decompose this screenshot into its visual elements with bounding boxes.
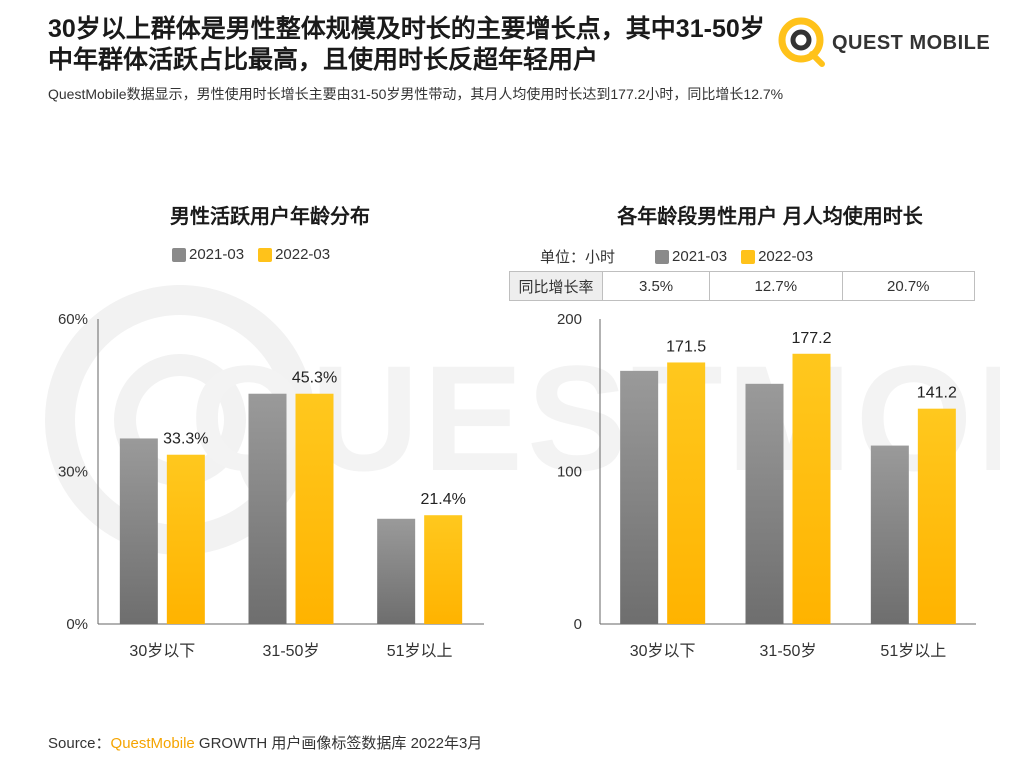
bar-2021-03 <box>620 370 659 624</box>
legend-swatch-gold <box>741 249 756 264</box>
source-brand: QuestMobile <box>110 735 195 752</box>
yoy-value-under-30: 3.5% <box>601 271 711 301</box>
right-chart-legend: 单位：小时 2021-03 2022-03 <box>540 246 827 267</box>
data-label: 33.3% <box>163 431 208 448</box>
legend-item-2022: 2022-03 <box>258 246 330 263</box>
page-title: 30岁以上群体是男性整体规模及时长的主要增长点，其中31-50岁中年群体活跃占比… <box>48 15 765 74</box>
legend-label-2021: 2021-03 <box>189 246 245 263</box>
x-tick-label: 31-50岁 <box>760 642 817 660</box>
data-label: 171.5 <box>666 338 706 355</box>
bar-2022-03 <box>792 353 831 624</box>
legend-label-2022: 2022-03 <box>758 248 814 265</box>
bar-2022-03 <box>667 362 706 624</box>
bar-2021-03 <box>745 383 784 624</box>
yoy-growth-table: 同比增长率 3.5% 12.7% 20.7% <box>509 271 976 301</box>
x-tick-label: 51岁以上 <box>387 642 453 660</box>
x-tick-label: 30岁以下 <box>630 642 696 660</box>
legend-label-2022: 2022-03 <box>275 246 331 263</box>
yoy-value-over-51: 20.7% <box>841 271 976 301</box>
legend-swatch-gray <box>655 249 670 264</box>
legend-swatch-gold <box>258 247 273 262</box>
y-tick-label: 100 <box>557 464 582 481</box>
x-tick-label: 31-50岁 <box>263 642 320 660</box>
source-line: Source：QuestMobile GROWTH 用户画像标签数据库 2022… <box>48 732 482 753</box>
bar-2021-03 <box>119 438 158 624</box>
legend-item-2021: 2021-03 <box>172 246 244 263</box>
x-tick-label: 51岁以上 <box>880 642 946 660</box>
yoy-label: 同比增长率 <box>509 271 603 301</box>
data-label: 177.2 <box>791 330 831 347</box>
bar-2021-03 <box>377 518 416 624</box>
bar-2022-03 <box>917 408 956 624</box>
legend-item-2021: 2021-03 <box>655 248 727 265</box>
yoy-row: 同比增长率 3.5% 12.7% 20.7% <box>509 271 976 301</box>
x-tick-label: 30岁以下 <box>129 642 195 660</box>
logo-icon <box>778 17 825 67</box>
legend-label-2021: 2021-03 <box>672 248 728 265</box>
y-tick-label: 0 <box>574 616 582 633</box>
data-label: 45.3% <box>292 370 337 387</box>
y-tick-label: 60% <box>58 311 88 328</box>
data-label: 21.4% <box>420 491 465 508</box>
source-rest: GROWTH 用户画像标签数据库 2022年3月 <box>194 735 483 752</box>
data-label: 141.2 <box>917 385 957 402</box>
y-tick-label: 200 <box>557 311 582 328</box>
bar-2022-03 <box>166 454 205 624</box>
quest-mobile-logo: QUEST MOBILE <box>776 14 990 70</box>
y-tick-label: 30% <box>58 464 88 481</box>
legend-swatch-gray <box>172 247 186 262</box>
bar-2021-03 <box>870 445 909 624</box>
yoy-value-31-50: 12.7% <box>709 271 843 301</box>
right-chart-title: 各年龄段男性用户 月人均使用时长 <box>617 206 923 228</box>
page-subtitle: QuestMobile数据显示，男性使用时长增长主要由31-50岁男性带动，其月… <box>48 86 784 102</box>
bar-2021-03 <box>248 393 287 624</box>
left-chart-title: 男性活跃用户年龄分布 <box>170 206 370 228</box>
bar-2022-03 <box>295 393 334 624</box>
left-chart-legend: 2021-03 2022-03 <box>172 246 344 263</box>
unit-label: 单位：小时 <box>540 249 616 266</box>
y-tick-label: 0% <box>66 616 88 633</box>
bar-2022-03 <box>424 515 463 624</box>
logo-text: QUEST MOBILE <box>832 32 991 54</box>
legend-item-2022: 2022-03 <box>741 248 813 265</box>
source-prefix: Source： <box>48 735 111 752</box>
